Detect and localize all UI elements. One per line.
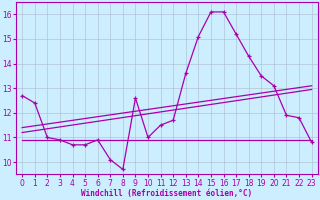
X-axis label: Windchill (Refroidissement éolien,°C): Windchill (Refroidissement éolien,°C): [81, 189, 252, 198]
